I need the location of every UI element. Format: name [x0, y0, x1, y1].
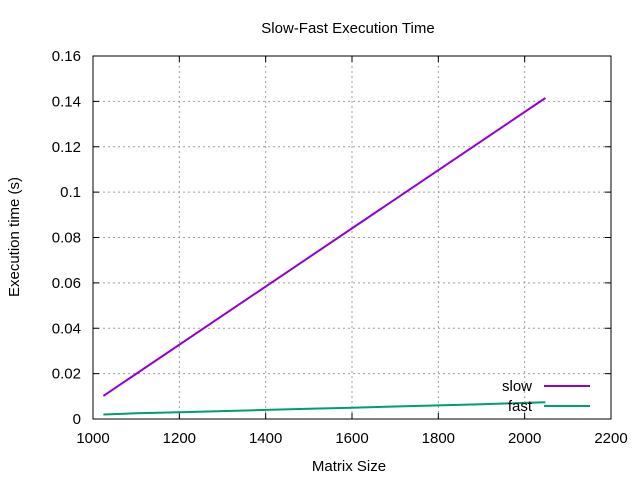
legend-label-fast: fast	[508, 398, 533, 415]
x-tick-label: 2200	[594, 430, 627, 447]
grid-lines	[93, 56, 611, 419]
y-tick-label: 0.12	[52, 139, 81, 156]
y-tick-label: 0.08	[52, 230, 81, 247]
y-tick-labels: 0 0.02 0.04 0.06 0.08 0.1 0.12 0.14 0.16	[52, 48, 81, 428]
series-line-fast	[103, 401, 546, 416]
y-tick-label: 0.14	[52, 93, 81, 110]
x-tick-label: 1000	[76, 430, 109, 447]
chart-title: Slow-Fast Execution Time	[261, 20, 434, 37]
y-tick-label: 0.02	[52, 366, 81, 383]
legend-label-slow: slow	[502, 378, 532, 395]
y-tick-label: 0.1	[60, 184, 81, 201]
axis-ticks	[92, 55, 612, 420]
x-tick-label: 1600	[335, 430, 368, 447]
y-tick-label: 0	[73, 411, 81, 428]
series-line-slow	[102, 97, 546, 397]
y-axis-label: Execution time (s)	[6, 177, 23, 297]
series-lines	[102, 97, 546, 416]
x-tick-label: 1200	[163, 430, 196, 447]
y-tick-label: 0.04	[52, 320, 81, 337]
y-tick-label: 0.16	[52, 48, 81, 65]
x-axis-label: Matrix Size	[312, 458, 386, 475]
x-tick-label: 1800	[422, 430, 455, 447]
y-tick-label: 0.06	[52, 275, 81, 292]
legend: slow fast	[502, 378, 590, 415]
x-tick-label: 1400	[249, 430, 282, 447]
x-tick-labels: 1000 1200 1400 1600 1800 2000 2200	[76, 430, 627, 447]
x-tick-label: 2000	[508, 430, 541, 447]
